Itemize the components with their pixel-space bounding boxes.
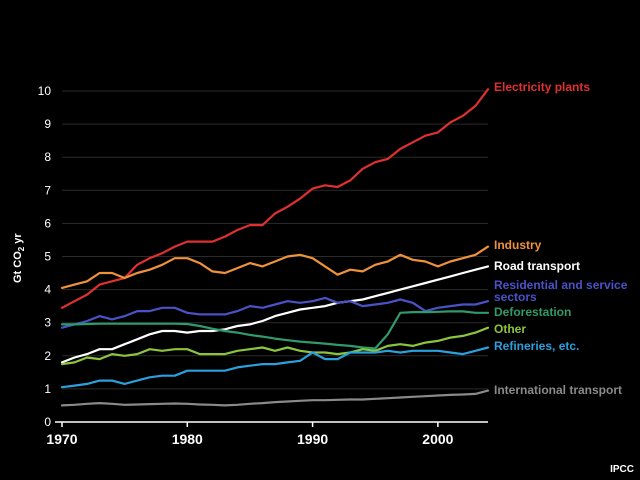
x-tick-label: 2000 — [422, 431, 453, 447]
y-tick-label: 1 — [44, 382, 51, 396]
series-line-residential-and-service-sectors — [60, 296, 490, 329]
series-line-deforestation — [60, 310, 490, 350]
series-line-electricity-plants — [60, 88, 490, 309]
source-credit: IPCC — [610, 464, 634, 475]
series-line-other — [60, 326, 490, 366]
x-tick-label: 1980 — [172, 431, 203, 447]
series-line-industry — [60, 245, 490, 289]
series-label-deforestation: Deforestation — [494, 305, 571, 319]
y-axis-ticks: 0 1 2 3 4 5 6 7 8 9 10 — [38, 84, 52, 429]
y-axis-label: Gt CO2 yr — [12, 233, 26, 283]
series-line-international-transport — [60, 389, 490, 407]
series-label-other: Other — [494, 322, 526, 336]
series-label-electricity-plants: Electricity plants — [494, 80, 590, 94]
series-label-international-transport: International transport — [494, 383, 622, 397]
series-labels: Electricity plants Industry Road transport… — [494, 80, 628, 397]
y-tick-label: 3 — [44, 316, 51, 330]
series-line-refineries-etc — [60, 346, 490, 389]
series-label-industry: Industry — [494, 238, 542, 252]
y-tick-label: 7 — [44, 183, 51, 197]
x-axis-ticks: 1970 1980 1990 2000 — [46, 422, 454, 447]
series-label-residential-and-service-sectors: Residential and service sectors — [494, 278, 628, 304]
y-tick-label: 6 — [44, 216, 51, 230]
y-tick-label: 2 — [44, 349, 51, 363]
y-tick-label: 9 — [44, 117, 51, 131]
y-tick-label: 4 — [44, 283, 51, 297]
x-tick-label: 1990 — [297, 431, 328, 447]
y-tick-label: 8 — [44, 150, 51, 164]
y-tick-label: 0 — [44, 415, 51, 429]
x-tick-label: 1970 — [46, 431, 77, 447]
y-tick-label: 5 — [44, 250, 51, 264]
series-label-road-transport: Road transport — [494, 259, 580, 273]
series-label-refineries-etc: Refineries, etc. — [494, 339, 579, 353]
y-tick-label: 10 — [38, 84, 52, 98]
series-line-road-transport — [60, 265, 490, 364]
series-lines — [60, 88, 490, 407]
